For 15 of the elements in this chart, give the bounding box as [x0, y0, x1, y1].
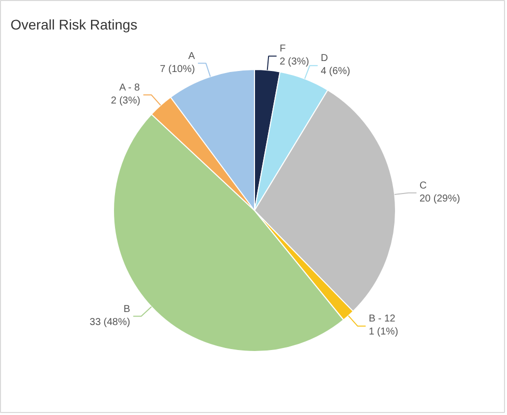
slice-label: A - 8: [119, 82, 140, 94]
slice-label: C: [419, 180, 427, 192]
data-label: 33 (48%): [90, 316, 130, 328]
slice-label: A: [188, 50, 196, 62]
slice-label: B: [124, 304, 131, 315]
chart-title: Overall Risk Ratings: [10, 16, 138, 32]
data-label: 1 (1%): [368, 326, 398, 338]
data-label: 4 (6%): [320, 66, 350, 78]
data-label: 2 (3%): [280, 56, 310, 68]
data-label: 2 (3%): [110, 95, 140, 106]
data-label: 20 (29%): [419, 193, 460, 204]
data-label: 7 (10%): [160, 64, 195, 75]
slice-label: D: [320, 53, 328, 64]
slice-label: B - 12: [368, 314, 396, 325]
slice-label: F: [280, 44, 286, 55]
